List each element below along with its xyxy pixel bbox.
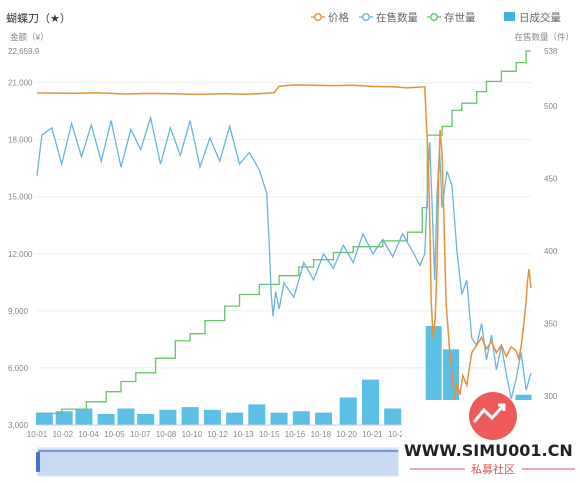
volume-bar [339, 397, 357, 425]
legend-label: 存世量 [444, 11, 476, 24]
right-axis-label: 在售数量（件） [514, 32, 574, 42]
legend-item[interactable]: 日成交量 [504, 11, 561, 24]
chart-title: 蝴蝶刀（★） [6, 11, 71, 25]
volume-bar [361, 379, 379, 425]
x-tick-label: 10-08 [156, 430, 177, 439]
x-tick-label: 10-13 [233, 430, 254, 439]
volume-bar [137, 414, 155, 425]
x-tick-label: 10-21 [362, 430, 383, 439]
left-axis-ticks: 3,000 6,000 9,000 12,000 15,000 18,000 21,000 2… [8, 47, 40, 430]
legend[interactable]: 价格 在售数量 存世量 日成交量 [311, 11, 561, 24]
legend-label: 在售数量 [376, 11, 418, 24]
volume-bar [226, 412, 244, 425]
left-tick-label: 18,000 [8, 136, 33, 145]
watermark-sub: 私募社区 [471, 462, 515, 476]
x-tick-label: 10-15 [259, 430, 280, 439]
stock-line [37, 50, 531, 415]
legend-label: 价格 [328, 11, 349, 24]
right-tick-label: 300 [544, 392, 558, 401]
volume-bar [181, 407, 199, 425]
x-tick-label: 10-23 [388, 430, 409, 439]
legend-marker [362, 12, 371, 21]
zoom-handle-left[interactable] [36, 452, 40, 472]
left-tick-label: 21,000 [8, 79, 33, 88]
zoom-window[interactable] [38, 449, 398, 475]
left-tick-label: 15,000 [8, 193, 33, 202]
legend-item[interactable]: 价格 [311, 11, 349, 24]
x-tick-label: 10-16 [285, 430, 306, 439]
watermark-site: WWW.SIMU001.CN [404, 441, 573, 460]
x-tick-label: 10-04 [78, 430, 99, 439]
volume-bar [117, 408, 135, 425]
volume-bar [248, 404, 266, 425]
right-tick-label: 400 [544, 247, 558, 256]
volume-bar [384, 408, 402, 425]
legend-label: 日成交量 [519, 11, 561, 24]
left-tick-label: 22,659.9 [8, 47, 40, 56]
left-tick-label: 3,000 [8, 421, 29, 430]
trend-arrow-icon [472, 403, 506, 423]
volume-bar [55, 411, 73, 425]
volume-bar [75, 408, 93, 425]
price-line [36, 84, 532, 403]
left-tick-label: 12,000 [8, 250, 33, 259]
x-tick-label: 10-07 [130, 430, 151, 439]
volume-bar [315, 412, 333, 425]
x-tick-label: 10-02 [53, 430, 74, 439]
left-tick-label: 9,000 [8, 307, 29, 316]
left-tick-label: 6,000 [8, 364, 29, 373]
volume-bar [270, 412, 288, 425]
x-axis-ticks: 10-01 10-02 10-04 10-05 10-07 10-08 10-10 10-12… [27, 424, 531, 439]
x-tick-label: 10-20 [336, 430, 357, 439]
x-tick-label: 10-05 [104, 430, 125, 439]
right-tick-label: 538 [544, 47, 558, 56]
volume-bar [159, 409, 177, 425]
right-tick-label: 500 [544, 102, 558, 111]
volume-bar [35, 412, 53, 425]
legend-marker [430, 12, 439, 21]
listing-line [36, 115, 532, 400]
volume-bar [292, 411, 310, 425]
x-tick-label: 10-12 [207, 430, 228, 439]
right-axis-ticks: 300 350 400 450 500 538 [544, 47, 558, 401]
left-axis-label: 金额（¥） [10, 32, 49, 42]
legend-marker [504, 12, 515, 21]
x-tick-label: 10-18 [311, 430, 332, 439]
right-tick-label: 450 [544, 175, 558, 184]
zoom-slider[interactable] [36, 447, 399, 477]
x-tick-label: 10-01 [27, 430, 48, 439]
volume-bar [97, 414, 115, 425]
legend-marker [314, 12, 323, 21]
x-tick-label: 10-10 [182, 430, 203, 439]
right-tick-label: 350 [544, 320, 558, 329]
legend-item[interactable]: 在售数量 [359, 11, 418, 24]
watermark: WWW.SIMU001.CN 私募社区 [402, 392, 580, 483]
volume-bar [203, 409, 221, 425]
legend-item[interactable]: 存世量 [427, 11, 476, 24]
